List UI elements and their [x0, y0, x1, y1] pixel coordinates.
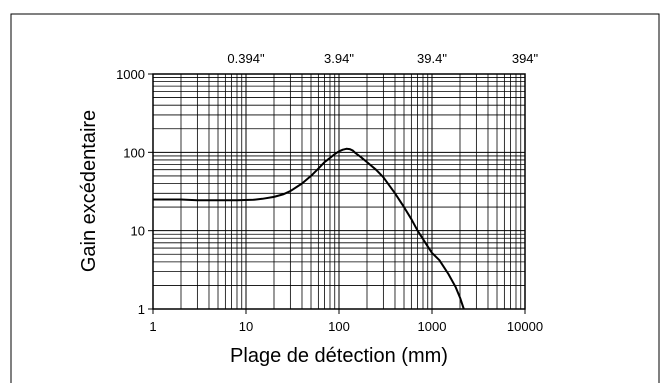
x-axis-label: Plage de détection (mm) — [230, 345, 448, 367]
y-tick-label: 1000 — [116, 67, 145, 82]
y-axis-label: Gain excédentaire — [78, 110, 100, 272]
x-tick-label: 100 — [328, 319, 350, 334]
tick-labels: 1 10 100 1000 10000 1 10 100 1000 0.394" 3.94" 39.4… — [116, 51, 543, 334]
top-axis-label: 3.94" — [324, 51, 354, 66]
x-tick-label: 1000 — [418, 319, 447, 334]
top-axis-label: 39.4" — [417, 51, 447, 66]
x-tick-label: 10000 — [507, 319, 543, 334]
excess-gain-curve — [153, 147, 465, 310]
y-tick-label: 100 — [123, 145, 145, 160]
top-axis-label: 0.394" — [227, 51, 265, 66]
x-tick-label: 1 — [149, 319, 156, 334]
grid — [153, 74, 525, 309]
x-tick-label: 10 — [239, 319, 253, 334]
y-tick-label: 10 — [131, 224, 145, 239]
series-layer — [153, 147, 465, 310]
y-tick-label: 1 — [138, 302, 145, 317]
top-axis-label: 394" — [512, 51, 539, 66]
